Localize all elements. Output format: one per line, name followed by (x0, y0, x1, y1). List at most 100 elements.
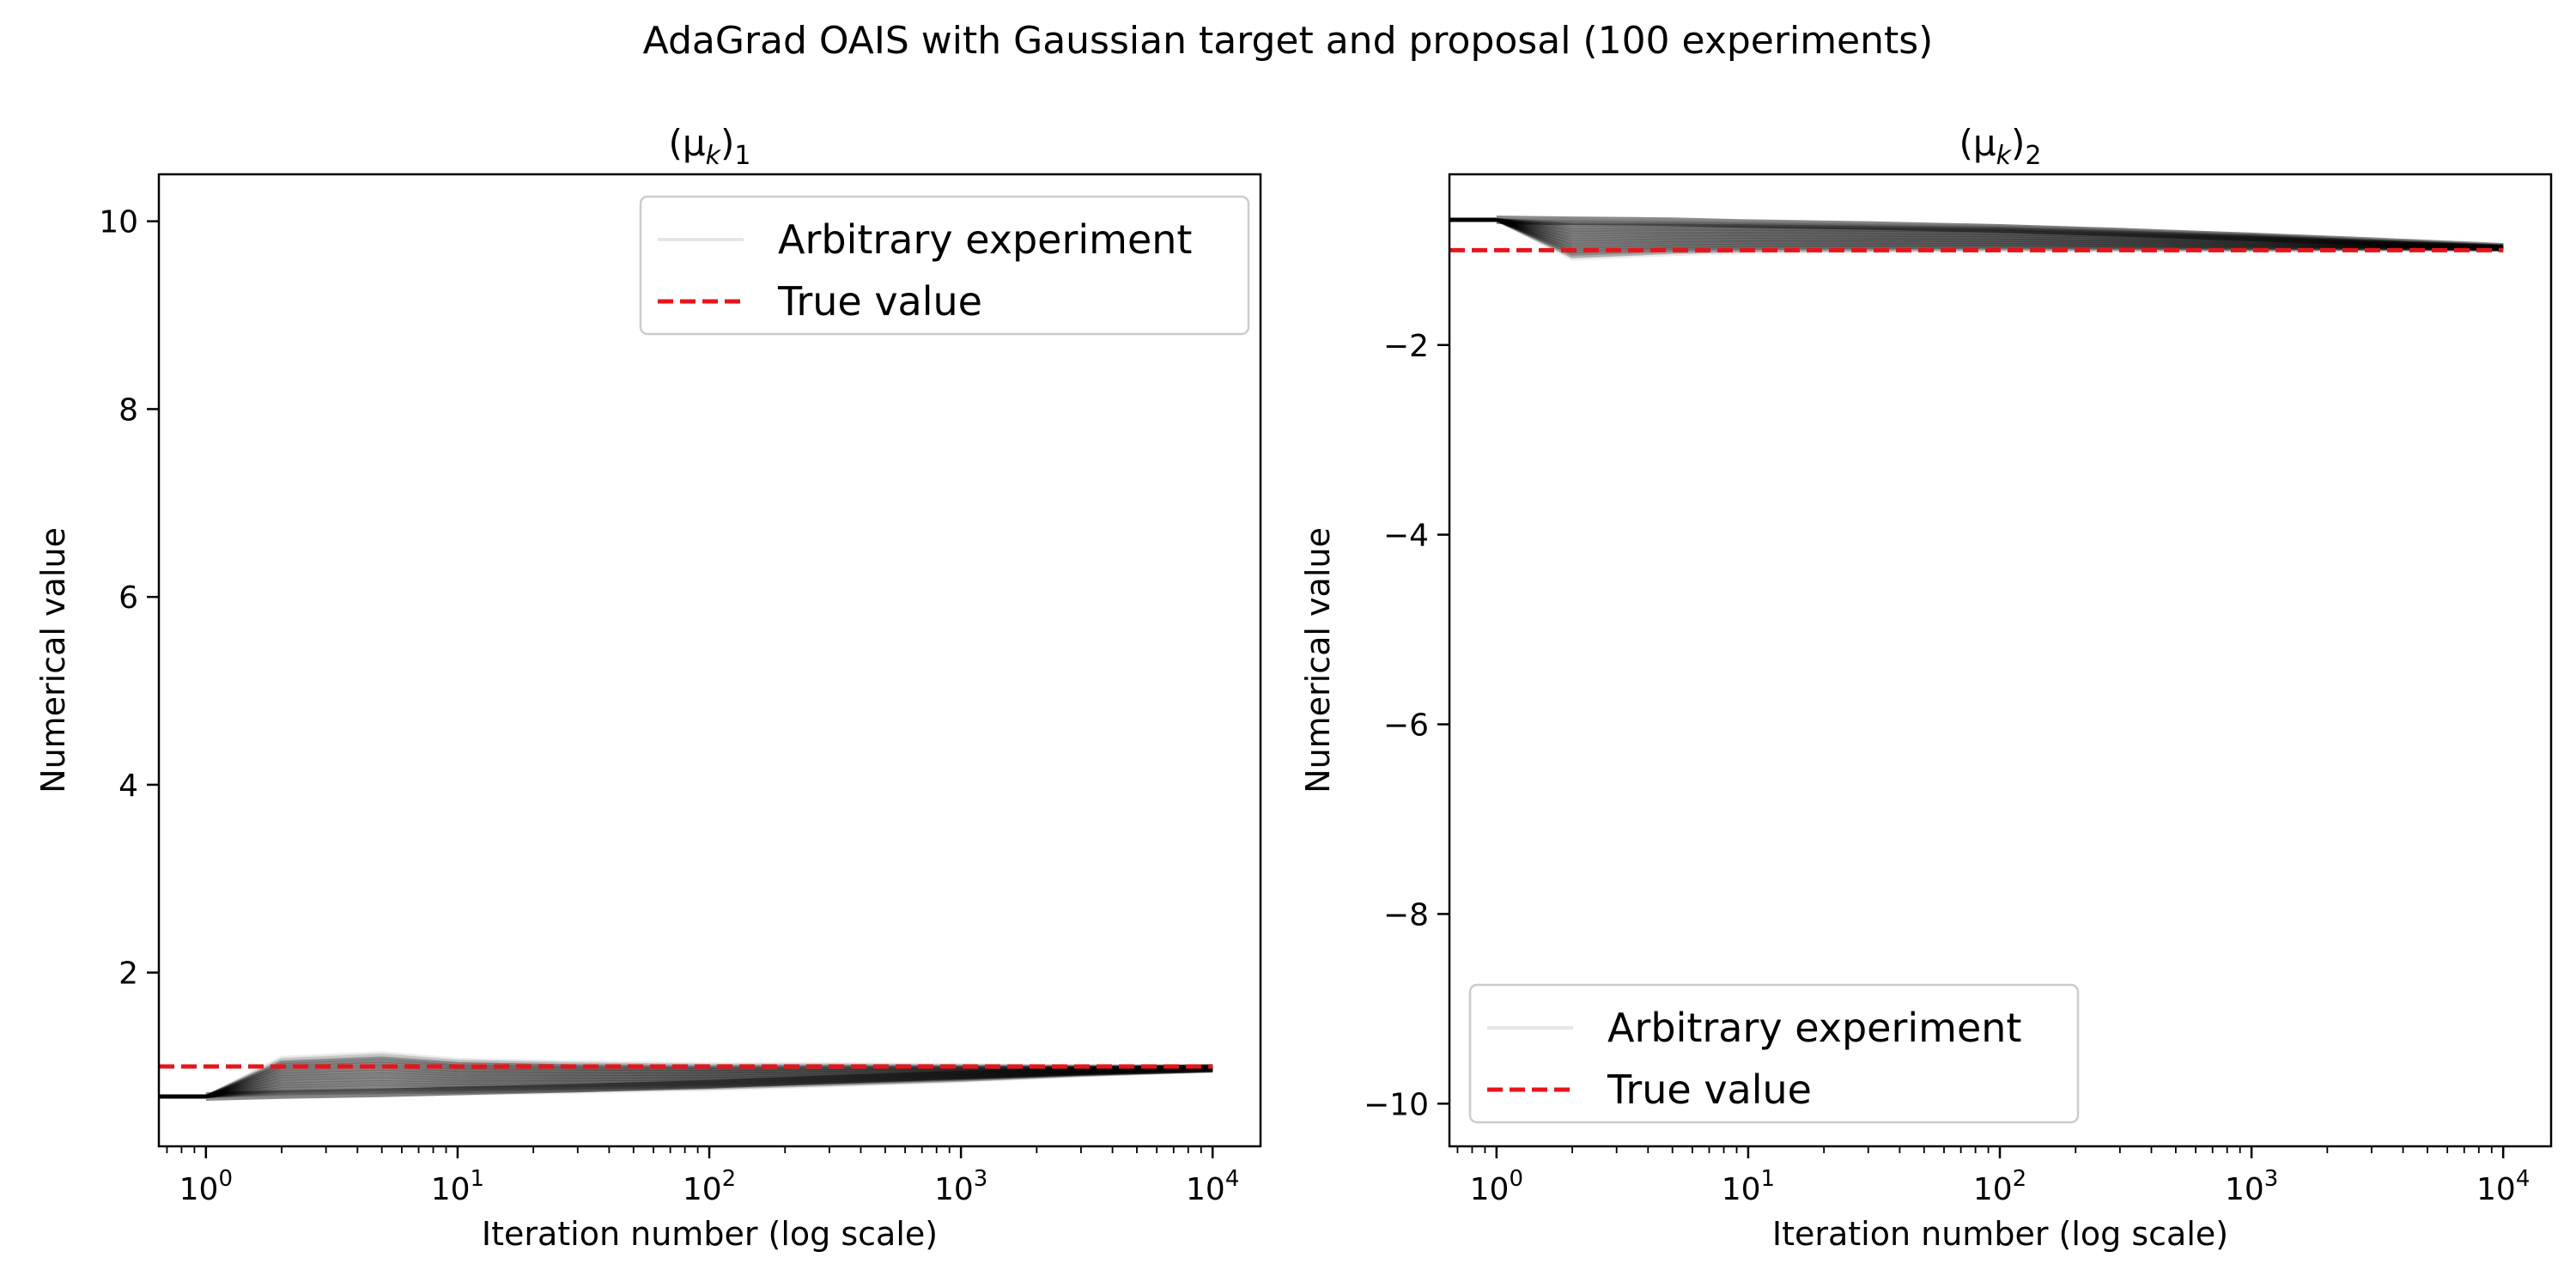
experiment-trace (1496, 218, 2504, 249)
experiment-trace (1496, 218, 2504, 249)
legend-label-experiment: Arbitrary experiment (1607, 1005, 2021, 1051)
experiment-trace (1496, 218, 2504, 250)
experiment-trace (205, 1066, 1213, 1098)
experiment-trace (1496, 218, 2504, 249)
experiment-trace (1496, 218, 2504, 250)
experiment-trace (1496, 218, 2504, 252)
experiment-trace (1496, 218, 2504, 250)
subplot-title: (μk)2 (1959, 122, 2042, 171)
legend-box (639, 195, 1250, 336)
x-axis-label: Iteration number (log scale) (1772, 1215, 2228, 1253)
experiment-trace (1496, 218, 2504, 248)
experiment-trace (1496, 218, 2504, 248)
experiment-trace (1496, 218, 2504, 251)
experiment-trace (1496, 218, 2504, 248)
experiment-trace (205, 1068, 1213, 1098)
experiment-trace (1496, 218, 2504, 251)
experiment-bundle (205, 1064, 1213, 1101)
experiment-trace (1496, 218, 2504, 248)
experiment-trace (1496, 218, 2504, 249)
experiment-trace (1496, 218, 2504, 248)
experiment-trace (205, 1067, 1213, 1098)
experiment-trace (1496, 218, 2504, 251)
legend-label-true-value: True value (777, 278, 982, 325)
experiment-trace (205, 1067, 1213, 1098)
experiment-trace (205, 1061, 1213, 1098)
experiment-trace (1496, 218, 2504, 248)
experiment-trace (205, 1067, 1213, 1098)
experiment-trace (205, 1065, 1213, 1098)
experiment-trace (1496, 218, 2504, 249)
experiment-trace (205, 1067, 1213, 1098)
experiment-trace (205, 1067, 1213, 1098)
experiment-trace (205, 1068, 1213, 1098)
experiment-trace (1496, 218, 2504, 252)
experiment-trace (1496, 218, 2504, 250)
experiment-trace (1496, 218, 2504, 249)
experiment-trace (205, 1068, 1213, 1098)
experiment-trace (205, 1066, 1213, 1098)
figure-title: AdaGrad OAIS with Gaussian target and pr… (642, 19, 1934, 63)
y-axis-label: Numerical value (1299, 527, 1337, 793)
experiment-trace (1496, 218, 2504, 248)
experiment-trace (205, 1066, 1213, 1098)
experiment-trace (1496, 218, 2504, 249)
experiment-trace (1496, 218, 2504, 248)
x-tick-label: 101 (431, 1166, 484, 1207)
y-tick-label: 6 (118, 580, 138, 616)
experiment-trace (205, 1066, 1213, 1098)
x-tick-label: 104 (2476, 1166, 2530, 1207)
experiment-trace (1496, 218, 2504, 251)
y-tick-label: −10 (1364, 1087, 1429, 1122)
experiment-trace (1496, 218, 2504, 250)
experiment-trace (205, 1069, 1213, 1098)
plot-area (1449, 216, 2504, 261)
experiment-trace (1496, 218, 2504, 250)
experiment-trace (205, 1068, 1213, 1098)
x-tick-label: 103 (2225, 1166, 2278, 1207)
experiment-trace (205, 1069, 1213, 1098)
experiment-trace (205, 1066, 1213, 1098)
experiment-trace (1496, 218, 2504, 251)
experiment-trace (205, 1067, 1213, 1098)
experiment-trace (1496, 218, 2504, 250)
x-tick-label: 102 (1973, 1166, 2026, 1207)
experiment-trace (205, 1067, 1213, 1098)
experiment-trace (1496, 218, 2504, 251)
legend-label-true-value: True value (1607, 1066, 1812, 1113)
experiment-trace (1496, 218, 2504, 250)
experiment-trace (205, 1066, 1213, 1098)
experiment-trace (1496, 218, 2504, 252)
experiment-trace (205, 1066, 1213, 1098)
experiment-trace (1496, 218, 2504, 250)
experiment-trace (1496, 218, 2504, 248)
experiment-trace (205, 1066, 1213, 1098)
x-tick-label: 100 (179, 1166, 233, 1207)
experiment-trace (1496, 218, 2504, 250)
experiment-trace (1496, 218, 2504, 249)
experiment-trace (205, 1066, 1213, 1098)
y-tick-label: −6 (1383, 708, 1429, 744)
experiment-trace (1496, 218, 2504, 250)
plot-area (159, 1051, 1213, 1101)
experiment-trace (205, 1066, 1213, 1098)
experiment-trace (205, 1064, 1213, 1098)
y-tick-label: −2 (1383, 329, 1429, 364)
experiment-trace (1496, 218, 2504, 248)
experiment-trace (1496, 218, 2504, 249)
experiment-trace (205, 1067, 1213, 1098)
x-tick-label: 101 (1722, 1166, 1775, 1207)
y-tick-label: −4 (1383, 519, 1429, 554)
experiment-trace (205, 1067, 1213, 1098)
y-tick-label: 4 (118, 769, 138, 804)
experiment-trace (1496, 218, 2504, 250)
y-axis-label: Numerical value (34, 527, 72, 793)
subplot-title: (μk)1 (669, 122, 751, 171)
experiment-trace (1496, 218, 2504, 252)
y-tick-label: 10 (99, 205, 138, 240)
experiment-trace (205, 1067, 1213, 1098)
experiment-trace (205, 1067, 1213, 1098)
experiment-trace (205, 1068, 1213, 1098)
y-tick-label: 2 (118, 957, 138, 992)
